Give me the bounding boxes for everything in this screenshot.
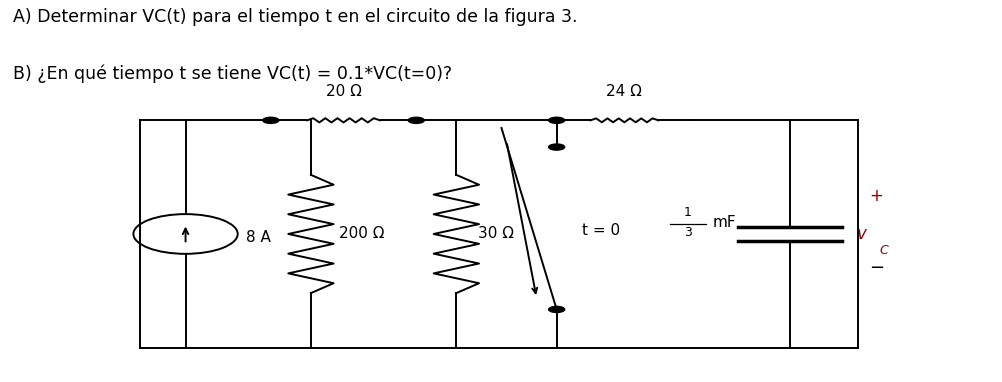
Text: +: +: [869, 187, 883, 205]
Text: mF: mF: [711, 215, 735, 230]
Text: 200 Ω: 200 Ω: [339, 227, 384, 241]
Text: v: v: [857, 225, 866, 243]
Text: 24 Ω: 24 Ω: [606, 84, 641, 99]
Text: B) ¿En qué tiempo t se tiene VC(t) = 0.1*VC(t=0)?: B) ¿En qué tiempo t se tiene VC(t) = 0.1…: [13, 65, 452, 83]
Text: A) Determinar VC(t) para el tiempo t en el circuito de la figura 3.: A) Determinar VC(t) para el tiempo t en …: [13, 8, 577, 26]
Text: C: C: [879, 244, 887, 257]
Circle shape: [548, 306, 564, 312]
Text: 1: 1: [683, 206, 690, 219]
Text: 20 Ω: 20 Ω: [326, 84, 361, 99]
Text: 3: 3: [683, 225, 690, 239]
Text: 30 Ω: 30 Ω: [478, 227, 514, 241]
Text: t = 0: t = 0: [581, 223, 619, 238]
Circle shape: [408, 117, 424, 123]
Circle shape: [548, 117, 564, 123]
Text: 8 A: 8 A: [245, 230, 271, 245]
Circle shape: [548, 144, 564, 150]
Circle shape: [263, 117, 279, 123]
Text: −: −: [869, 259, 884, 277]
